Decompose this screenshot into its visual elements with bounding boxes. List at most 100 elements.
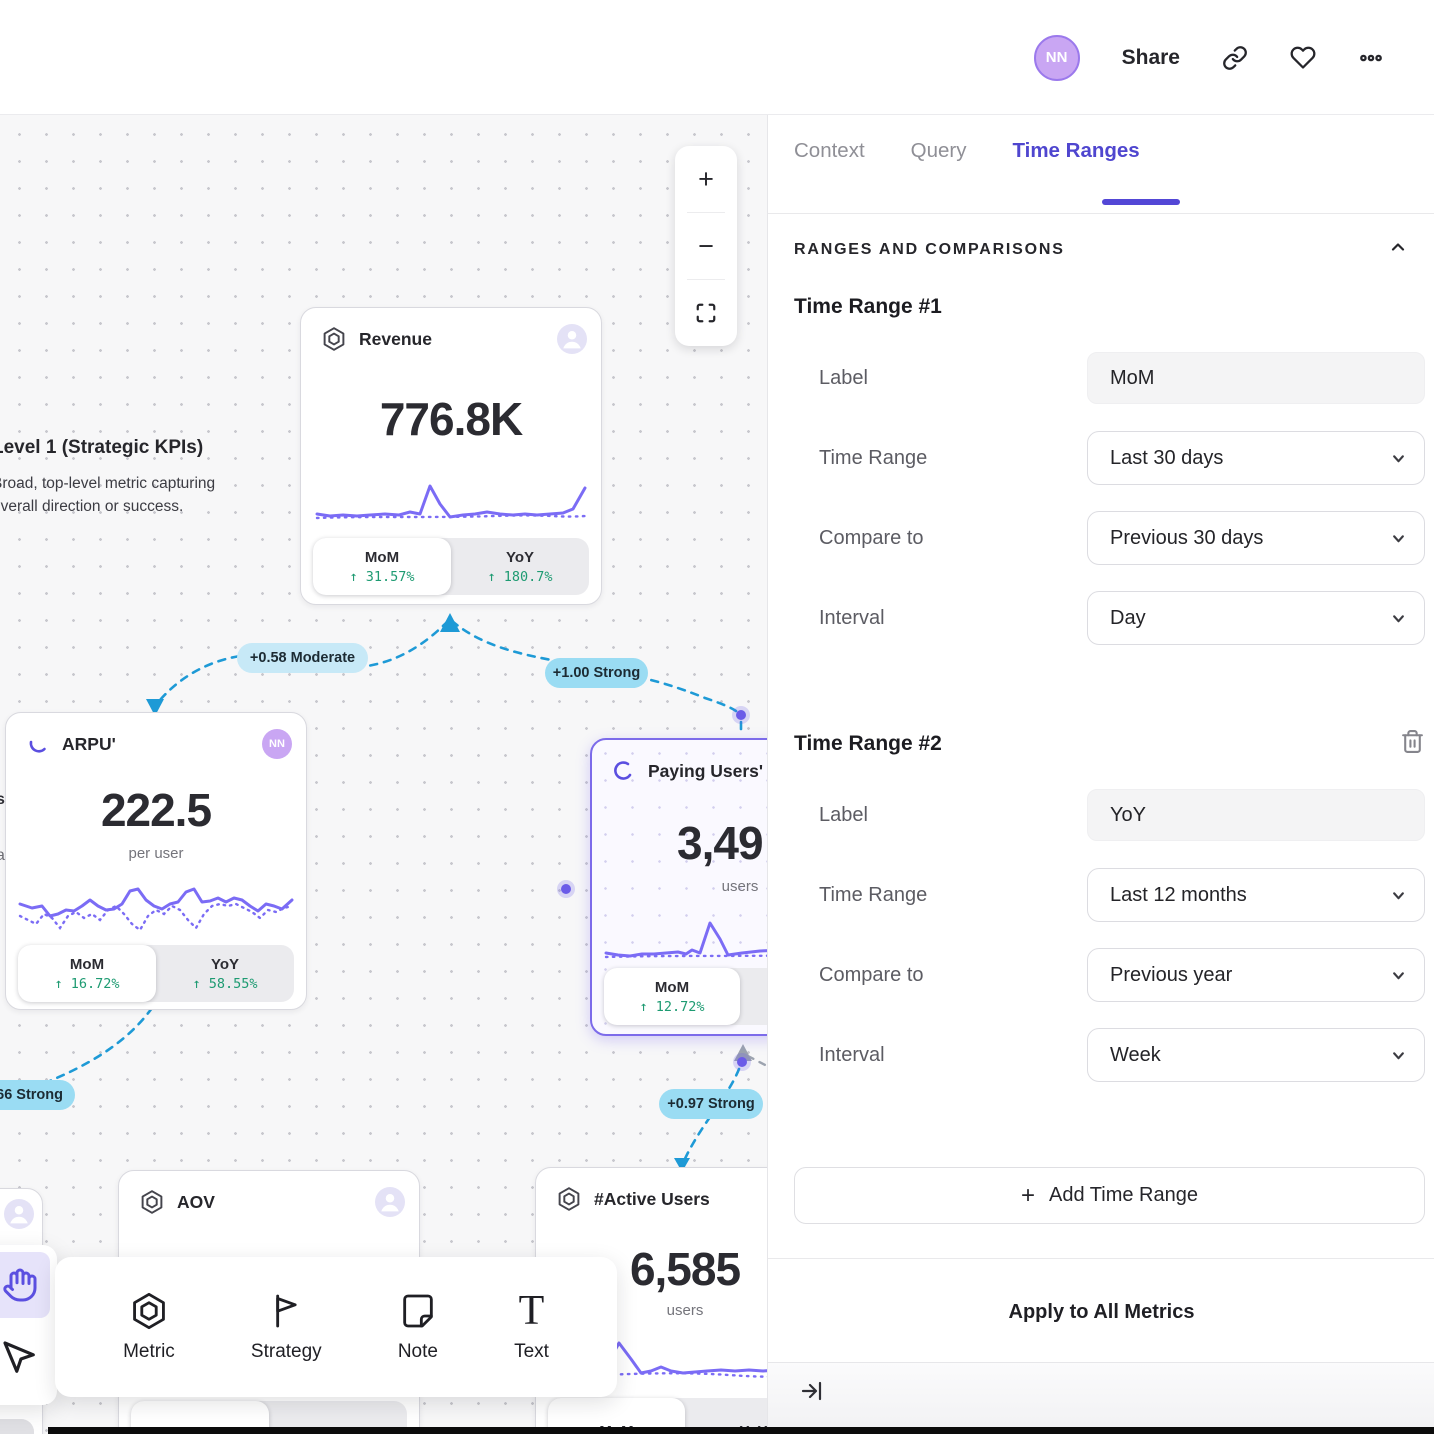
- compare-to-select[interactable]: Previous year: [1087, 948, 1425, 1002]
- metric-unit: users: [721, 878, 759, 895]
- owner-avatar-icon: [557, 324, 587, 354]
- yoy-delta: ↑ 58.55%: [192, 975, 258, 992]
- interval-select[interactable]: Day: [1087, 591, 1425, 645]
- cursor-icon: [3, 1341, 35, 1373]
- clipped-text-fragment: s: [0, 791, 5, 808]
- metric-unit: users: [666, 1302, 704, 1319]
- hand-icon: [3, 1268, 37, 1302]
- user-avatar[interactable]: NN: [1033, 34, 1080, 81]
- add-time-range-button[interactable]: + Add Time Range: [794, 1167, 1425, 1224]
- more-options-icon[interactable]: [1358, 45, 1384, 71]
- insert-toolbar: Metric Strategy Note T Text: [55, 1257, 617, 1397]
- sparkline-chart: [18, 887, 294, 932]
- loading-spinner-icon: [612, 759, 636, 783]
- mom-delta: ↑ 16.72%: [54, 975, 120, 992]
- owner-avatar-icon: [4, 1199, 34, 1229]
- interval-select[interactable]: Week: [1087, 1028, 1425, 1082]
- app-header: NN Share: [0, 0, 1434, 115]
- metric-value: 222.5: [100, 784, 212, 836]
- collapse-panel-icon[interactable]: [800, 1379, 824, 1408]
- time-range-select[interactable]: Last 12 months: [1087, 868, 1425, 922]
- time-range-field-label: Time Range: [819, 883, 928, 906]
- time-range-select[interactable]: Last 30 days: [1087, 431, 1425, 485]
- loading-spinner-icon: [26, 732, 50, 756]
- settings-panel: Context Query Time Ranges RANGES AND COM…: [767, 115, 1434, 1434]
- level-title: Level 1 (Strategic KPIs): [0, 437, 204, 458]
- comparison-tabs: MoM ↑ 16.72% YoY ↑ 58.55%: [18, 945, 294, 1002]
- plus-icon: +: [1021, 1181, 1036, 1209]
- metric-value: 6,585: [629, 1243, 741, 1295]
- card-title: Revenue: [359, 328, 432, 349]
- group-title: Time Range #1: [794, 295, 942, 318]
- fit-view-button[interactable]: [675, 280, 737, 346]
- apply-to-all-metrics-button[interactable]: Apply to All Metrics: [1008, 1301, 1195, 1323]
- tab-context[interactable]: Context: [794, 139, 865, 162]
- chevron-down-icon: [1393, 534, 1404, 542]
- yoy-delta: ↑ 180.7%: [487, 568, 553, 585]
- time-range-group-1: Time Range #1 Label MoM Time Range Last …: [794, 287, 1425, 671]
- tab-yoy[interactable]: YoY ↑ 58.55%: [192, 955, 258, 992]
- interval-field-label: Interval: [819, 606, 885, 629]
- chevron-down-icon: [1393, 454, 1404, 462]
- mom-delta: ↑ 31.57%: [349, 568, 415, 585]
- add-strategy-button[interactable]: Strategy: [251, 1291, 322, 1363]
- canvas-mode-toolbar: [0, 1245, 57, 1405]
- zoom-in-button[interactable]: +: [698, 163, 714, 194]
- time-range-field-label: Time Range: [819, 446, 928, 469]
- correlation-badge: 66 Strong: [0, 1080, 75, 1110]
- chevron-down-icon: [1393, 891, 1404, 899]
- group-title: Time Range #2: [794, 732, 942, 755]
- chevron-down-icon: [1393, 1051, 1404, 1059]
- level-desc-line2: overall direction or success.: [0, 498, 184, 515]
- tab-mom[interactable]: MoM ↑ 12.72%: [604, 968, 740, 1025]
- sparkline-chart: [315, 484, 587, 520]
- compare-to-field-label: Compare to: [819, 963, 924, 986]
- zoom-out-button[interactable]: −: [698, 230, 714, 261]
- tab-yoy[interactable]: YoY ↑ 180.7%: [487, 548, 553, 585]
- add-metric-button[interactable]: Metric: [123, 1291, 175, 1363]
- correlation-badge: +1.00 Strong: [545, 658, 648, 688]
- metric-unit: per user: [128, 845, 184, 862]
- note-icon: [403, 1294, 433, 1328]
- share-button[interactable]: Share: [1121, 45, 1180, 69]
- card-title: AOV: [177, 1191, 215, 1212]
- comparison-tabs: [0, 1419, 34, 1434]
- card-title: Paying Users': [648, 760, 764, 781]
- metric-hexagon-icon: [321, 326, 347, 352]
- select-tool-button[interactable]: [0, 1325, 50, 1391]
- card-title: #Active Users: [594, 1188, 710, 1209]
- delete-time-range-trash-icon[interactable]: [1400, 729, 1425, 759]
- text-tool-icon: T: [518, 1288, 545, 1334]
- metric-card-arpu[interactable]: ARPU' NN 222.5 per user MoM ↑ 16.72% YoY…: [5, 712, 307, 1010]
- pan-tool-button[interactable]: [0, 1252, 50, 1318]
- metric-hexagon-icon: [139, 1189, 165, 1215]
- compare-to-select[interactable]: Previous 30 days: [1087, 511, 1425, 565]
- interval-field-label: Interval: [819, 1043, 885, 1066]
- active-tab-indicator: [1102, 199, 1180, 205]
- copy-link-icon[interactable]: [1222, 45, 1248, 71]
- mom-delta: ↑ 12.72%: [639, 998, 705, 1015]
- label-input[interactable]: YoY: [1087, 789, 1425, 841]
- collapse-section-chevron-icon[interactable]: [1388, 237, 1408, 262]
- flag-icon: [276, 1294, 297, 1328]
- favorite-heart-icon[interactable]: [1290, 45, 1316, 71]
- level-annotation: Level 1 (Strategic KPIs) Broad, top-leve…: [0, 437, 215, 518]
- add-text-button[interactable]: T Text: [514, 1288, 549, 1362]
- owner-avatar-icon: [375, 1187, 405, 1217]
- owner-avatar: NN: [262, 729, 292, 759]
- bottom-edge-strip: [48, 1427, 1434, 1434]
- metric-hexagon-icon: [133, 1292, 165, 1330]
- tab-yoy[interactable]: [0, 1419, 34, 1434]
- add-note-button[interactable]: Note: [398, 1291, 438, 1363]
- label-input[interactable]: MoM: [1087, 352, 1425, 404]
- metric-tree-canvas[interactable]: Level 1 (Strategic KPIs) Broad, top-leve…: [0, 115, 890, 1434]
- comparison-tabs: MoM ↑ 31.57% YoY ↑ 180.7%: [313, 538, 589, 595]
- metric-card-revenue[interactable]: Revenue 776.8K MoM ↑ 31.57% YoY ↑ 180.7%: [300, 307, 602, 605]
- tab-mom[interactable]: MoM ↑ 16.72%: [18, 945, 156, 1002]
- tab-query[interactable]: Query: [910, 139, 967, 162]
- metric-value: 3,49: [677, 817, 764, 869]
- tab-mom[interactable]: MoM ↑ 31.57%: [313, 538, 451, 595]
- clipped-text-fragment: a: [0, 847, 5, 864]
- compare-to-field-label: Compare to: [819, 526, 924, 549]
- tab-time-ranges[interactable]: Time Ranges: [1012, 139, 1140, 162]
